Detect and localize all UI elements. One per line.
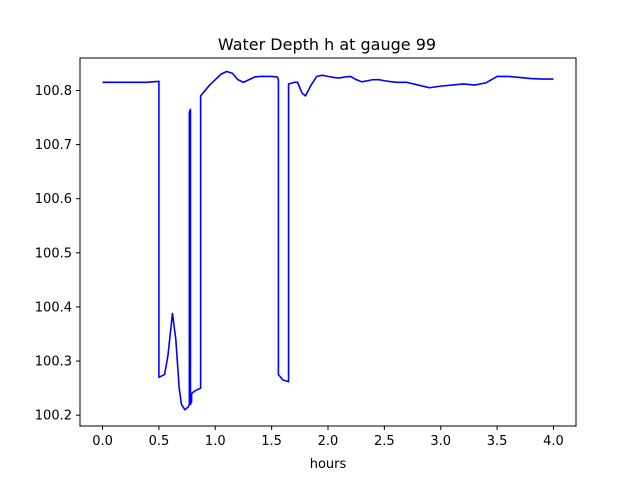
x-axis-label: hours <box>310 457 347 472</box>
x-tick-label: 3.0 <box>430 434 451 449</box>
x-tick-label: 2.0 <box>318 434 339 449</box>
x-tick-label: 2.5 <box>374 434 395 449</box>
y-tick-label: 100.2 <box>35 409 72 424</box>
y-tick-label: 100.7 <box>35 138 72 153</box>
y-tick-label: 100.6 <box>35 192 72 207</box>
x-tick-label: 1.5 <box>261 434 282 449</box>
y-tick-label: 100.8 <box>35 84 72 99</box>
x-tick-label: 3.5 <box>487 434 508 449</box>
y-tick-label: 100.4 <box>35 300 72 315</box>
x-tick-label: 1.0 <box>205 434 226 449</box>
x-tick-label: 4.0 <box>543 434 564 449</box>
x-tick-label: 0.0 <box>92 434 113 449</box>
y-tick-label: 100.3 <box>35 355 72 370</box>
y-tick-label: 100.5 <box>35 246 72 261</box>
x-tick-label: 0.5 <box>149 434 170 449</box>
chart-title: Water Depth h at gauge 99 <box>218 35 436 54</box>
series-line-0 <box>102 70 554 411</box>
